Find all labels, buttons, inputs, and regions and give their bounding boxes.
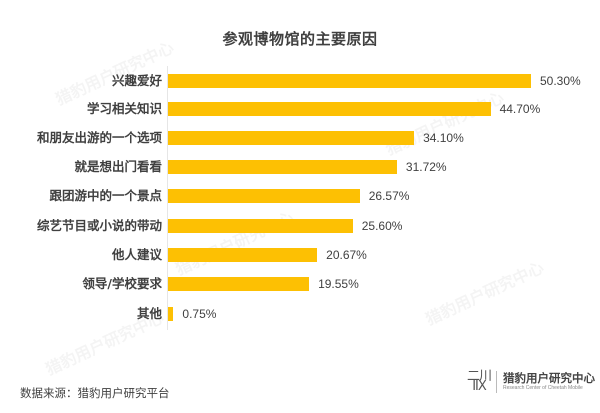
logo-name: 猎豹用户研究中心 — [503, 371, 595, 385]
bar — [168, 74, 531, 88]
category-label: 学习相关知识 — [86, 101, 162, 116]
bar — [168, 219, 353, 233]
bar-row: 跟团游中的一个景点 26.57% — [0, 188, 600, 203]
value-label: 44.70% — [499, 102, 541, 116]
data-source-note: 数据来源：猎豹用户研究平台 — [20, 386, 170, 400]
bar-row: 学习相关知识 44.70% — [0, 101, 600, 116]
bar-row: 和朋友出游的一个选项 34.10% — [0, 130, 600, 145]
bar-row: 综艺节目或小说的带动 25.60% — [0, 218, 600, 233]
category-label: 和朋友出游的一个选项 — [36, 130, 162, 145]
value-label: 25.60% — [361, 219, 403, 233]
value-label: 20.67% — [326, 248, 367, 262]
category-label: 兴趣爱好 — [111, 73, 162, 88]
bar — [168, 277, 310, 291]
watermark: 猎豹用户研究中心 — [381, 84, 507, 160]
logo-divider — [496, 371, 497, 393]
value-label: 31.72% — [405, 160, 447, 174]
value-label: 34.10% — [423, 131, 464, 145]
category-label: 其他 — [136, 306, 162, 321]
bar — [168, 248, 318, 262]
value-label: 19.55% — [318, 277, 359, 291]
watermark: 猎豹用户研究中心 — [171, 204, 297, 280]
chart-title: 参观博物馆的主要原因 — [222, 30, 378, 48]
category-label: 跟团游中的一个景点 — [49, 188, 162, 203]
value-label: 0.75% — [182, 307, 217, 321]
category-label: 他人建议 — [111, 247, 162, 262]
category-label: 领导/学校要求 — [82, 276, 162, 291]
bar — [168, 307, 174, 321]
bar — [168, 131, 415, 145]
brand-logo: 二川 IIX 猎豹用户研究中心 Research Center of Cheeta… — [466, 369, 595, 394]
logo-subtitle: Research Center of Cheetah Mobile — [503, 385, 583, 391]
bar-row: 领导/学校要求 19.55% — [0, 276, 600, 291]
category-axis-line — [167, 66, 168, 330]
value-label: 26.57% — [368, 189, 410, 203]
bar-row: 他人建议 20.67% — [0, 247, 600, 262]
bar-row: 其他 0.75% — [0, 306, 600, 321]
logo-mark-icon: 二川 IIX — [466, 369, 492, 394]
bar — [168, 102, 491, 116]
bar — [168, 189, 360, 203]
value-label: 50.30% — [540, 74, 581, 88]
bar — [168, 160, 397, 174]
bar-row: 兴趣爱好 50.30% — [0, 73, 600, 88]
bar-row: 就是想出门看看 31.72% — [0, 159, 600, 174]
category-label: 综艺节目或小说的带动 — [36, 218, 162, 233]
category-label: 就是想出门看看 — [74, 159, 162, 174]
